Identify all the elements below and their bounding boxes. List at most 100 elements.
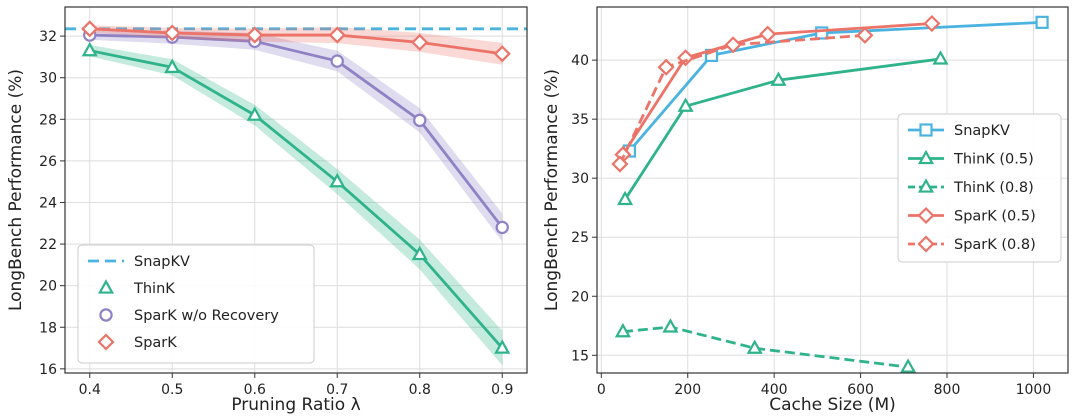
x-axis-label: Pruning Ratio λ xyxy=(231,395,360,415)
legend-item: ThinK (0.5) xyxy=(908,149,1034,168)
x-tick-label: 1000 xyxy=(1016,382,1052,398)
data-point xyxy=(900,358,917,373)
series-line xyxy=(618,33,866,165)
series-line xyxy=(622,325,909,369)
legend-label: ThinK (0.8) xyxy=(953,180,1034,196)
data-point xyxy=(611,155,629,173)
y-tick-label: 22 xyxy=(39,237,57,253)
legend-box xyxy=(897,113,1062,263)
series-spark-0-8 xyxy=(611,26,874,173)
data-point xyxy=(246,106,263,121)
data-point xyxy=(746,339,763,354)
legend-item: SnapKV xyxy=(88,254,190,270)
y-tick-label: 28 xyxy=(39,112,57,128)
legend-label: SparK xyxy=(134,335,177,351)
data-point xyxy=(81,41,98,57)
legend-marker xyxy=(917,149,935,165)
y-axis-label: LongBench Performance (%) xyxy=(542,69,562,311)
series-line xyxy=(89,49,504,349)
legend-marker xyxy=(97,279,115,294)
legend-marker xyxy=(99,308,113,322)
y-tick-label: 24 xyxy=(39,195,57,211)
legend-item: SparK (0.8) xyxy=(908,235,1036,253)
legend-marker xyxy=(917,235,935,253)
confidence-band xyxy=(89,25,503,65)
data-point xyxy=(1035,15,1049,29)
series-think xyxy=(81,41,511,366)
y-tick-label: 20 xyxy=(39,279,57,295)
legend-box xyxy=(77,244,315,364)
legend: SnapKV ThinK SparK w/o Recovery SparK xyxy=(77,244,315,364)
x-tick-label: 0.8 xyxy=(409,382,431,398)
y-tick-label: 30 xyxy=(571,171,589,187)
data-point xyxy=(923,14,941,33)
data-point xyxy=(411,33,429,51)
data-point xyxy=(815,26,829,40)
x-tick-label: 0.7 xyxy=(326,382,348,398)
data-point xyxy=(724,36,742,54)
x-tick-label: 0.6 xyxy=(244,382,266,398)
series-think-0-8 xyxy=(614,318,917,373)
plot-area xyxy=(65,20,527,366)
y-tick-label: 35 xyxy=(571,112,589,128)
legend-label: SparK (0.8) xyxy=(954,237,1036,253)
legend-label: SnapKV xyxy=(954,123,1010,139)
data-point xyxy=(413,113,427,128)
legend-label: SparK w/o Recovery xyxy=(134,308,279,324)
data-point xyxy=(411,245,428,261)
legend-item: ThinK (0.8) xyxy=(908,178,1034,196)
legend-item: SparK xyxy=(97,333,177,351)
series-line xyxy=(89,27,503,56)
y-tick-label: 16 xyxy=(39,362,57,378)
y-tick-label: 15 xyxy=(571,348,589,364)
series-line xyxy=(623,57,941,201)
legend-label: SnapKV xyxy=(134,254,190,270)
data-point xyxy=(856,26,874,44)
data-point xyxy=(164,58,181,73)
data-point xyxy=(163,24,181,42)
x-tick-label: 0 xyxy=(597,382,606,398)
y-tick-label: 30 xyxy=(39,71,57,87)
legend-label: ThinK xyxy=(133,281,175,297)
x-tick-label: 0.9 xyxy=(491,382,513,398)
x-tick-label: 0.4 xyxy=(79,382,101,398)
data-point xyxy=(330,54,344,68)
y-tick-label: 25 xyxy=(571,230,589,246)
y-tick-label: 26 xyxy=(39,154,57,170)
legend: SnapKV ThinK (0.5) ThinK (0.8) SparK (0.5) S… xyxy=(897,113,1062,263)
legend-marker xyxy=(917,178,935,193)
legend-label: SparK (0.5) xyxy=(954,209,1036,225)
x-axis-label: Cache Size (M) xyxy=(769,395,896,415)
legend-item: SparK (0.5) xyxy=(908,206,1036,225)
data-point xyxy=(770,71,787,86)
legend-marker xyxy=(919,123,933,137)
series-spark xyxy=(81,20,511,65)
plot-frame xyxy=(596,6,1069,374)
chart-panel-1: 0.4 0.5 0.6 0.7 0.8 0.9 16 18 20 22 24 26 28 30 32 Prun… xyxy=(6,6,528,415)
data-point xyxy=(932,50,949,65)
x-tick-label: 400 xyxy=(761,382,788,398)
y-tick-label: 20 xyxy=(571,289,589,305)
data-point xyxy=(81,20,99,38)
data-point xyxy=(617,190,634,206)
data-point xyxy=(662,318,679,333)
data-point xyxy=(493,45,511,63)
data-point xyxy=(614,322,631,338)
data-point xyxy=(677,97,694,112)
data-point xyxy=(328,26,346,44)
y-axis-label: LongBench Performance (%) xyxy=(6,69,26,311)
data-point xyxy=(329,172,346,188)
x-tick-label: 800 xyxy=(934,382,961,398)
y-tick-label: 18 xyxy=(39,320,57,336)
data-point xyxy=(657,58,675,76)
y-tick-label: 40 xyxy=(571,53,589,69)
plot-frame xyxy=(64,6,528,374)
series-spark-w-o-recovery xyxy=(83,28,509,242)
x-tick-label: 600 xyxy=(847,382,874,398)
x-tick-label: 200 xyxy=(674,382,701,398)
x-tick-label: 0.5 xyxy=(161,382,183,398)
plot-area xyxy=(611,14,1049,373)
legend-label: ThinK (0.5) xyxy=(953,152,1034,168)
legend-item: SnapKV xyxy=(908,123,1010,139)
